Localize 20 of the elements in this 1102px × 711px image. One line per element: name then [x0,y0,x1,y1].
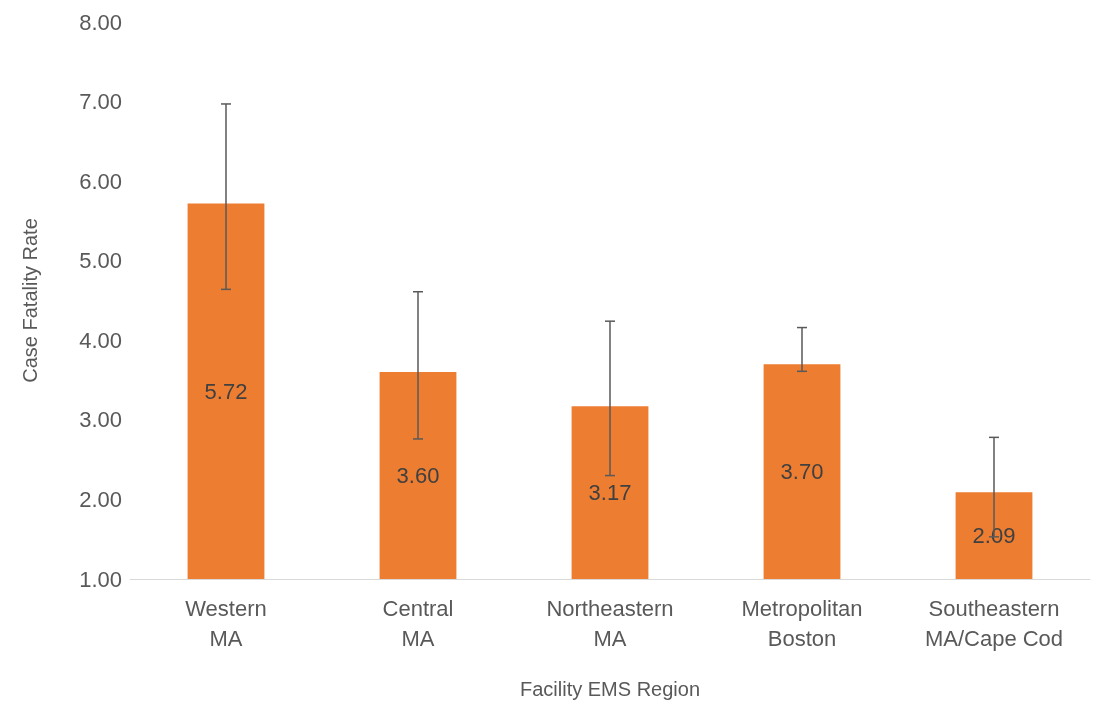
y-tick-label: 3.00 [79,407,122,433]
y-tick-label: 5.00 [79,248,122,274]
x-tick-label: Southeastern MA/Cape Cod [924,595,1064,651]
x-tick-label: Western MA [185,595,267,651]
data-label: 5.72 [204,378,248,404]
y-axis-title: Case Fatality Rate [19,218,41,383]
x-tick-label: Metropolitan Boston [741,595,863,651]
y-tick-label: 1.00 [79,566,122,592]
y-tick-label: 8.00 [79,9,122,35]
data-label: 3.60 [396,463,440,489]
data-label: 2.09 [972,523,1016,549]
y-tick-label: 4.00 [79,327,122,353]
data-label: 3.17 [588,480,632,506]
y-tick-label: 2.00 [79,486,122,512]
x-tick-label: Central MA [382,595,454,651]
x-axis-title: Facility EMS Region [519,678,701,700]
data-label: 3.70 [780,459,824,485]
y-tick-label: 6.00 [79,168,122,194]
x-tick-label: Northeastern MA [546,595,674,651]
y-tick-label: 7.00 [79,89,122,115]
